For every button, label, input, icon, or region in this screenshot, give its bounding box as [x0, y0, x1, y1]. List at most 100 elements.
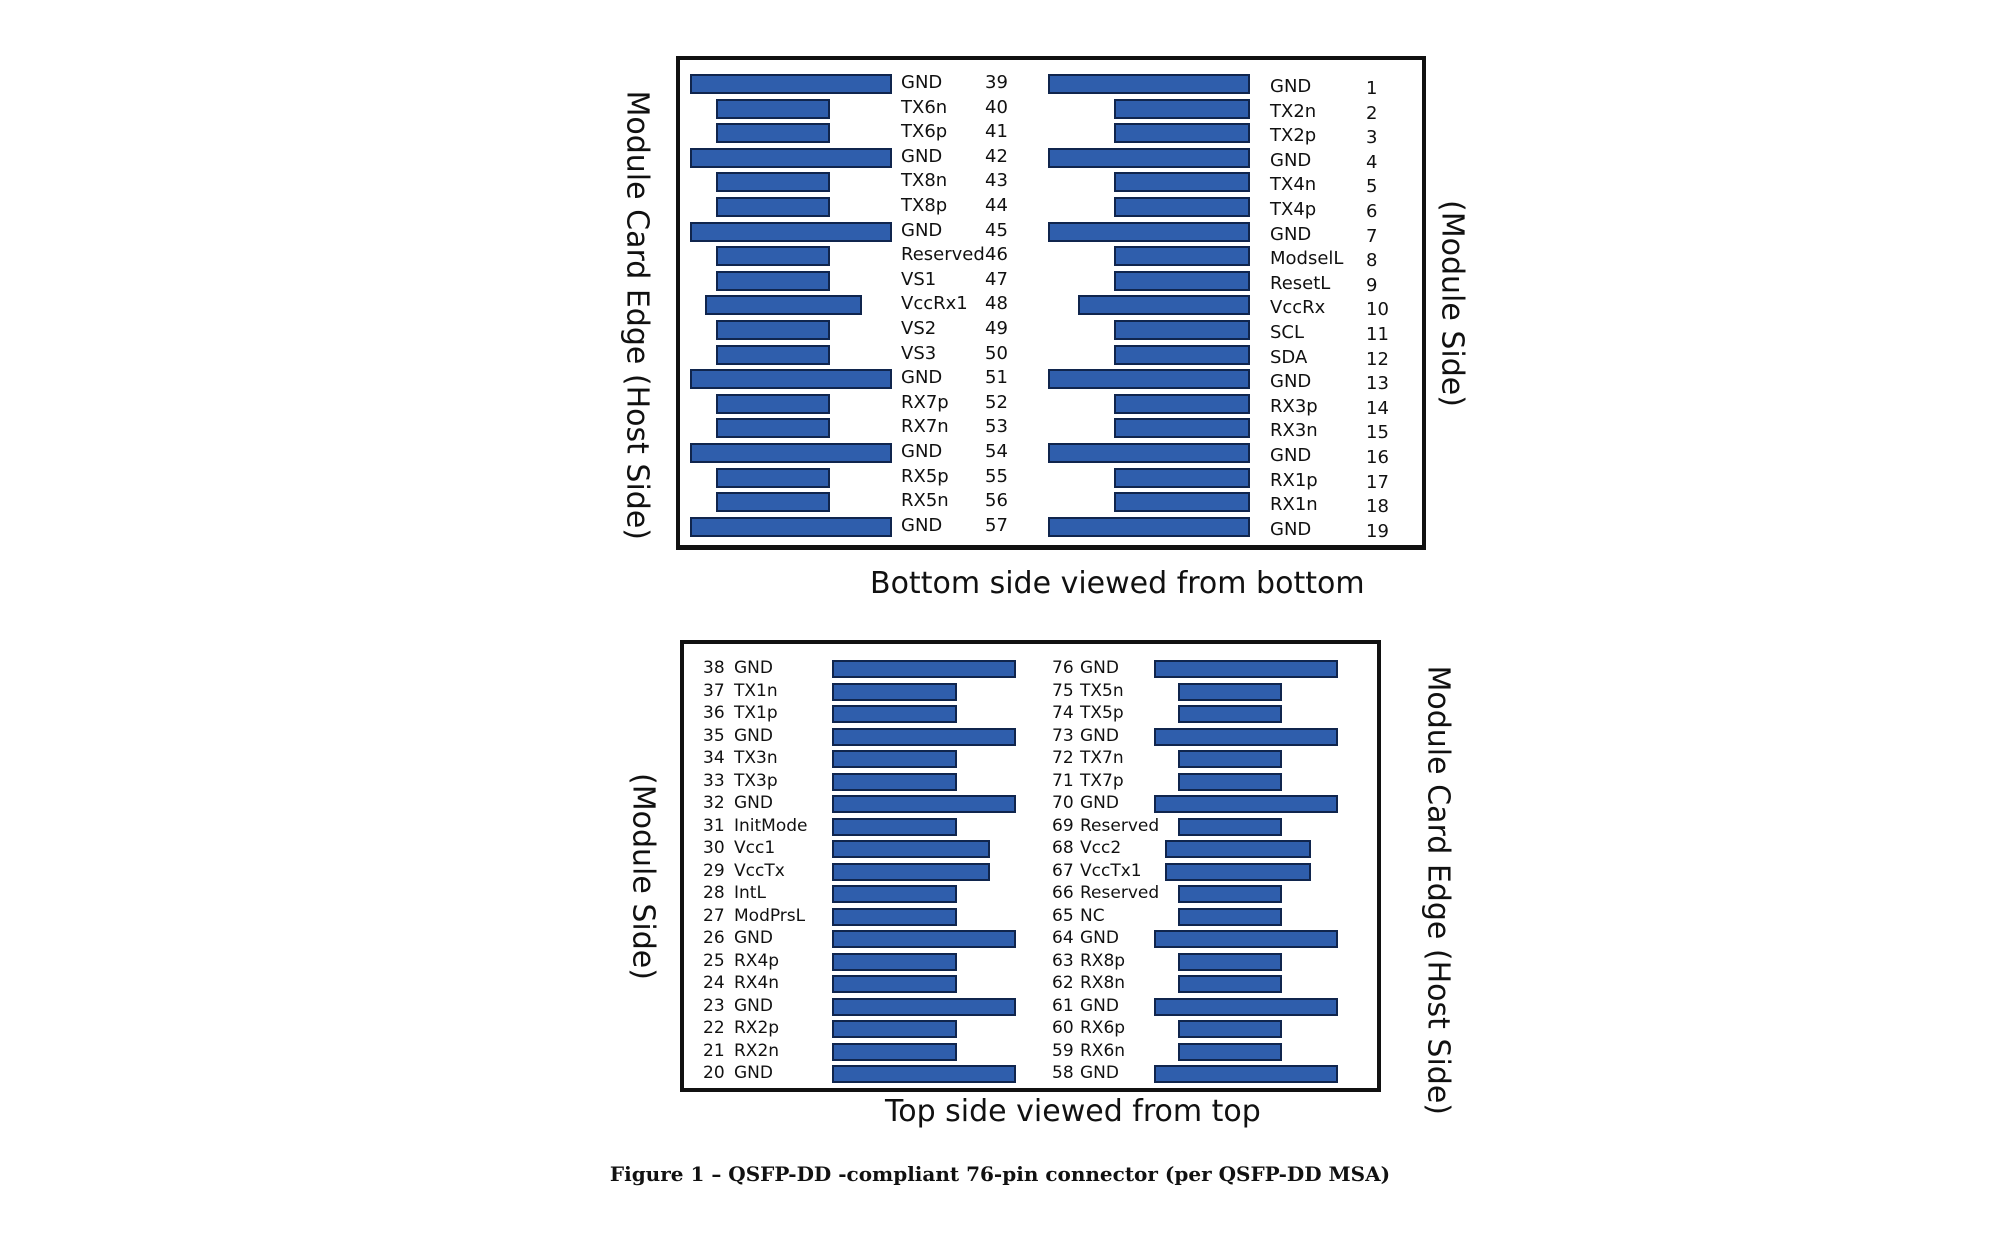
pin-number: 65: [1052, 905, 1074, 926]
pin-pad: [716, 270, 830, 291]
pin-number: 21: [703, 1040, 725, 1061]
pin-name: VS1: [901, 268, 937, 290]
pin-number: 37: [703, 680, 725, 701]
pin-number: 3: [1366, 127, 1378, 149]
pin-number: 25: [703, 950, 725, 971]
pin-name: RX1p: [1270, 469, 1318, 491]
pin-number: 51: [985, 367, 1008, 389]
pin-pad: [832, 952, 957, 971]
pin-pad: [716, 197, 830, 217]
pin-number: 57: [985, 514, 1008, 536]
pin-pad: [1178, 705, 1282, 723]
pin-pad: [832, 1065, 1016, 1083]
pin-pad: [1114, 98, 1250, 119]
pin-name: GND: [901, 72, 943, 93]
pin-pad: [832, 997, 1016, 1016]
pin-pad: [716, 467, 830, 488]
pin-name: TX6p: [901, 121, 948, 143]
pin-pad: [832, 727, 1016, 746]
pin-name: RX3p: [1270, 395, 1318, 417]
pin-pad: [1114, 492, 1250, 513]
pin-pad: [832, 682, 957, 701]
pin-number: 43: [985, 170, 1008, 192]
pin-name: ModselL: [1270, 248, 1344, 270]
pin-pad: [1154, 660, 1338, 678]
pin-pad: [1178, 817, 1282, 836]
top-view-right-side-label: Module Card Edge (Host Side): [1420, 665, 1456, 1116]
pin-pad: [832, 1020, 957, 1038]
pin-pad: [832, 930, 1016, 948]
pin-name: Reserved: [901, 244, 985, 266]
pin-number: 23: [703, 995, 725, 1016]
pin-name: TX1p: [734, 703, 778, 723]
pin-name: GND: [734, 928, 773, 948]
pin-pad: [1178, 952, 1282, 971]
pin-name: GND: [1080, 793, 1119, 813]
pin-number: 29: [703, 860, 725, 881]
pin-name: GND: [1080, 928, 1119, 948]
pin-name: RX8n: [1080, 973, 1126, 993]
pin-pad: [716, 123, 830, 144]
pin-number: 50: [985, 342, 1008, 364]
pin-pad: [1154, 727, 1338, 746]
pin-name: SCL: [1270, 322, 1305, 343]
pin-name: TX8n: [901, 170, 948, 192]
pin-number: 17: [1366, 471, 1389, 493]
pin-name: GND: [901, 367, 943, 389]
pin-number: 53: [985, 416, 1008, 438]
pin-pad: [1178, 885, 1282, 903]
pin-name: GND: [1080, 995, 1119, 1016]
pin-number: 40: [985, 96, 1008, 118]
pin-pad: [1178, 1020, 1282, 1038]
pin-name: GND: [1080, 658, 1119, 678]
pin-pad: [716, 344, 830, 365]
pin-pad: [716, 320, 830, 340]
pin-name: TX4p: [1270, 199, 1317, 220]
pin-pad: [1154, 795, 1338, 813]
pin-number: 63: [1052, 950, 1074, 971]
pin-name: RX7p: [901, 391, 949, 413]
pin-pad: [832, 660, 1016, 678]
pin-name: TX5p: [1080, 703, 1124, 723]
pin-number: 36: [703, 703, 725, 723]
pin-pad: [832, 817, 957, 836]
pin-pad: [832, 772, 957, 791]
pin-number: 19: [1366, 520, 1389, 542]
pin-name: ResetL: [1270, 272, 1331, 294]
pin-number: 54: [985, 441, 1008, 462]
pin-name: TX5n: [1080, 680, 1124, 701]
pin-name: TX3n: [734, 748, 778, 768]
pin-number: 39: [985, 72, 1008, 93]
pin-number: 74: [1052, 703, 1074, 723]
pin-name: RX3n: [1270, 420, 1318, 442]
pin-number: 30: [703, 838, 725, 858]
pin-name: GND: [1270, 76, 1312, 97]
pin-pad: [832, 795, 1016, 813]
pin-pad: [832, 885, 957, 903]
figure-caption: Figure 1 – QSFP-DD -compliant 76-pin con…: [609, 1162, 1391, 1186]
pin-pad: [1154, 930, 1338, 948]
pin-name: GND: [1270, 371, 1312, 393]
pin-number: 48: [985, 293, 1008, 315]
top-view-caption: Top side viewed from top: [885, 1094, 1261, 1129]
pin-pad: [690, 516, 892, 537]
pin-name: NC: [1080, 905, 1105, 926]
pin-number: 42: [985, 145, 1008, 167]
pin-name: VccRx: [1270, 297, 1326, 319]
pin-number: 33: [703, 770, 725, 791]
pin-pad: [690, 74, 892, 94]
pin-name: GND: [734, 995, 773, 1016]
pin-name: RX5p: [901, 465, 949, 487]
pin-pad: [1165, 840, 1311, 858]
pin-number: 16: [1366, 447, 1389, 468]
pin-number: 69: [1052, 815, 1074, 836]
pin-name: GND: [901, 145, 943, 167]
pin-pad: [832, 975, 957, 993]
pin-number: 66: [1052, 883, 1074, 903]
pin-number: 61: [1052, 995, 1074, 1016]
pin-name: GND: [1270, 445, 1312, 466]
top-view-frame: [680, 640, 1381, 1092]
pin-pad: [716, 492, 830, 513]
pin-number: 58: [1052, 1063, 1074, 1083]
